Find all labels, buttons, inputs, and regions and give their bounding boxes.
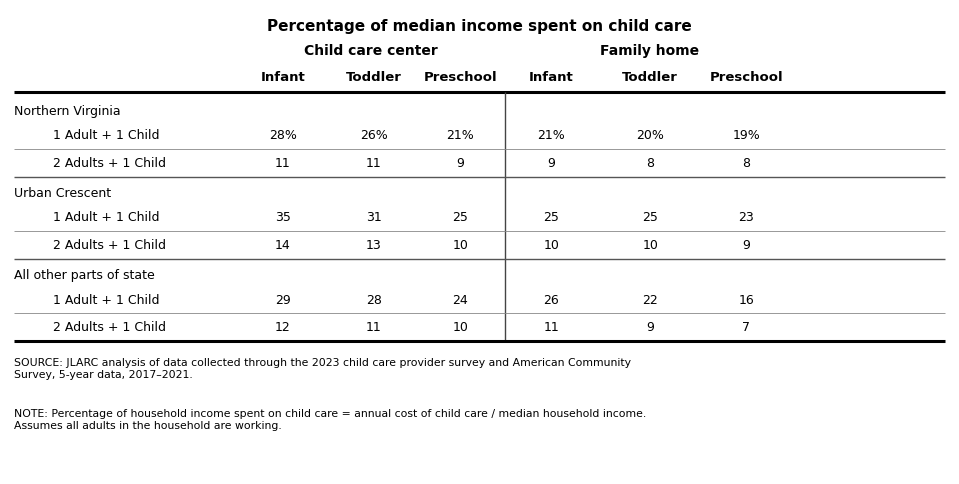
Text: 16: 16 bbox=[738, 294, 754, 306]
Text: 11: 11 bbox=[366, 157, 382, 169]
Text: 25: 25 bbox=[453, 212, 468, 224]
Text: Toddler: Toddler bbox=[622, 71, 678, 84]
Text: 25: 25 bbox=[643, 212, 658, 224]
Text: 26: 26 bbox=[544, 294, 559, 306]
Text: 25: 25 bbox=[544, 212, 559, 224]
Text: 31: 31 bbox=[366, 212, 382, 224]
Text: 10: 10 bbox=[453, 239, 468, 252]
Text: 28%: 28% bbox=[269, 129, 297, 142]
Text: 8: 8 bbox=[646, 157, 654, 169]
Text: 10: 10 bbox=[453, 321, 468, 334]
Text: 14: 14 bbox=[275, 239, 291, 252]
Text: 28: 28 bbox=[366, 294, 382, 306]
Text: 11: 11 bbox=[544, 321, 559, 334]
Text: 1 Adult + 1 Child: 1 Adult + 1 Child bbox=[53, 212, 159, 224]
Text: 35: 35 bbox=[275, 212, 291, 224]
Text: NOTE: Percentage of household income spent on child care = annual cost of child : NOTE: Percentage of household income spe… bbox=[14, 409, 646, 431]
Text: Infant: Infant bbox=[261, 71, 305, 84]
Text: 26%: 26% bbox=[361, 129, 387, 142]
Text: 8: 8 bbox=[742, 157, 750, 169]
Text: 9: 9 bbox=[742, 239, 750, 252]
Text: All other parts of state: All other parts of state bbox=[14, 270, 155, 282]
Text: 11: 11 bbox=[275, 157, 291, 169]
Text: Percentage of median income spent on child care: Percentage of median income spent on chi… bbox=[268, 19, 691, 34]
Text: Urban Crescent: Urban Crescent bbox=[14, 187, 111, 200]
Text: 19%: 19% bbox=[733, 129, 760, 142]
Text: 1 Adult + 1 Child: 1 Adult + 1 Child bbox=[53, 294, 159, 306]
Text: Infant: Infant bbox=[529, 71, 573, 84]
Text: 10: 10 bbox=[544, 239, 559, 252]
Text: 2 Adults + 1 Child: 2 Adults + 1 Child bbox=[53, 321, 166, 334]
Text: 12: 12 bbox=[275, 321, 291, 334]
Text: 9: 9 bbox=[548, 157, 555, 169]
Text: 1 Adult + 1 Child: 1 Adult + 1 Child bbox=[53, 129, 159, 142]
Text: 11: 11 bbox=[366, 321, 382, 334]
Text: 22: 22 bbox=[643, 294, 658, 306]
Text: 21%: 21% bbox=[538, 129, 565, 142]
Text: 20%: 20% bbox=[636, 129, 665, 142]
Text: 9: 9 bbox=[456, 157, 464, 169]
Text: 10: 10 bbox=[643, 239, 658, 252]
Text: 23: 23 bbox=[738, 212, 754, 224]
Text: Preschool: Preschool bbox=[710, 71, 783, 84]
Text: 24: 24 bbox=[453, 294, 468, 306]
Text: SOURCE: JLARC analysis of data collected through the 2023 child care provider su: SOURCE: JLARC analysis of data collected… bbox=[14, 358, 631, 380]
Text: 21%: 21% bbox=[447, 129, 474, 142]
Text: 2 Adults + 1 Child: 2 Adults + 1 Child bbox=[53, 239, 166, 252]
Text: Northern Virginia: Northern Virginia bbox=[14, 105, 121, 118]
Text: 9: 9 bbox=[646, 321, 654, 334]
Text: 7: 7 bbox=[742, 321, 750, 334]
Text: Child care center: Child care center bbox=[304, 44, 438, 58]
Text: Preschool: Preschool bbox=[424, 71, 497, 84]
Text: Toddler: Toddler bbox=[346, 71, 402, 84]
Text: 13: 13 bbox=[366, 239, 382, 252]
Text: Family home: Family home bbox=[599, 44, 699, 58]
Text: 2 Adults + 1 Child: 2 Adults + 1 Child bbox=[53, 157, 166, 169]
Text: 29: 29 bbox=[275, 294, 291, 306]
